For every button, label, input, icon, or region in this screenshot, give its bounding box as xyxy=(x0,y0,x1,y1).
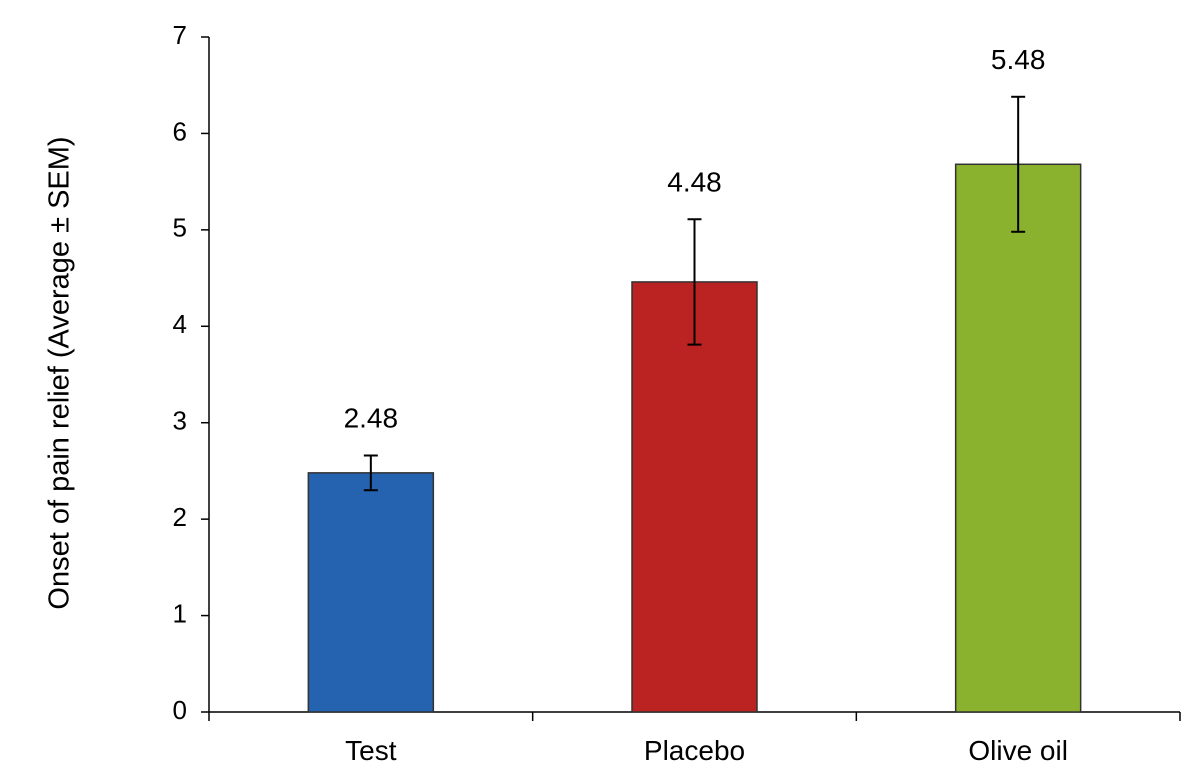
error-bar xyxy=(1011,95,1026,233)
x-tick-label: Placebo xyxy=(644,735,745,766)
bar-test xyxy=(307,472,435,713)
data-label: 5.48 xyxy=(991,44,1046,75)
x-tick-label: Test xyxy=(345,735,397,766)
y-tick-label: 7 xyxy=(173,20,187,50)
bar-olive-oil xyxy=(954,163,1082,713)
bars xyxy=(307,163,1082,713)
error-bar xyxy=(363,454,378,492)
x-tick-label: Olive oil xyxy=(968,735,1068,766)
y-tick-label: 2 xyxy=(173,502,187,532)
data-label: 2.48 xyxy=(344,403,399,434)
y-tick-label: 1 xyxy=(173,598,187,628)
y-axis-title: Onset of pain relief (Average ± SEM) xyxy=(44,136,76,609)
y-tick-label: 3 xyxy=(173,406,187,436)
y-tick-label: 0 xyxy=(173,695,187,725)
labels: 2.48 Test 4.48 Placebo 5.48 Olive oil xyxy=(344,44,1068,766)
data-label: 4.48 xyxy=(667,166,722,197)
y-tick-label: 5 xyxy=(173,213,187,243)
error-bar xyxy=(687,218,702,346)
y-tick-label: 6 xyxy=(173,116,187,146)
error-bars xyxy=(363,95,1026,492)
bar-placebo xyxy=(631,281,758,713)
y-tick-label: 4 xyxy=(173,309,187,339)
